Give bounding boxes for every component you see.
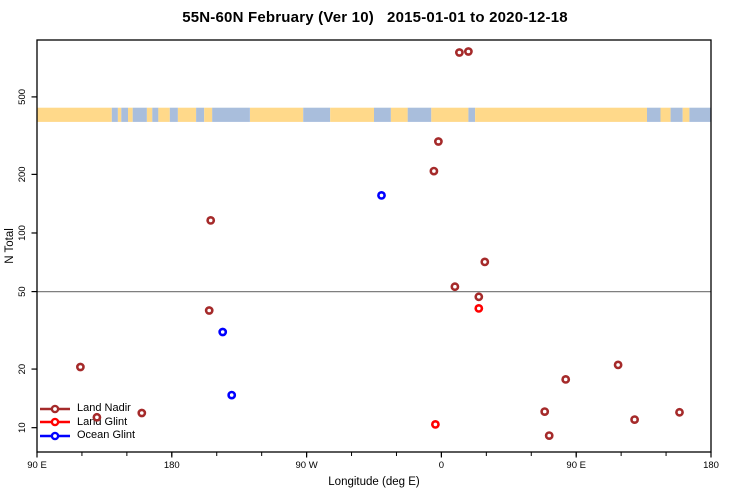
data-point [433,137,443,146]
y-tick-label: 100 [17,225,28,241]
map-strip-segment [117,107,122,122]
data-point [463,47,473,56]
map-strip-segment [196,107,205,122]
data-point [544,431,554,440]
map-strip-segment [212,107,250,122]
y-axis-label: N Total [4,228,16,264]
y-tick-label: 10 [17,422,28,433]
x-tick-label: 180 [164,460,180,471]
map-strip-segment [407,107,432,122]
data-point [206,215,216,225]
map-strip-segment [132,107,147,122]
map-strip-segment [169,107,178,122]
data-point [429,166,439,176]
x-tick-label: 90 W [296,460,318,471]
data-point [561,374,571,384]
data-point [454,48,464,57]
legend-label: Land Glint [77,415,128,428]
map-strip-segment [146,107,153,122]
map-strip-segment [431,107,469,122]
x-tick-label: 90 E [566,460,586,471]
map-strip-segment [128,107,133,122]
chart-title: 55N-60N February (Ver 10) 2015-01-01 to … [182,9,568,26]
legend-item-land-glint: Land Glint [40,416,135,430]
map-strip-segment [660,107,671,122]
map-strip-segment [37,107,112,122]
data-point [474,303,484,313]
legend-label: Land Nadir [77,402,131,415]
x-axis-label: Longitude (deg E) [328,476,420,488]
data-point [630,415,639,424]
data-point [474,292,484,302]
map-strip-segment [111,107,118,122]
data-point [430,419,440,429]
open-circle-line-icon [40,431,70,441]
legend-item-land-nadir: Land Nadir [40,402,135,416]
data-point [377,190,386,200]
map-strip-segment [177,107,197,122]
map-strip-segment [468,107,476,122]
x-tick-label: 0 [439,460,444,471]
legend-item-ocean-glint: Ocean Glint [40,429,135,443]
data-point [76,362,85,372]
map-strip-segment [647,107,661,122]
map-strip-segment [689,107,711,122]
open-circle-line-icon [40,417,70,427]
map-strip-segment [250,107,304,122]
data-point [450,282,460,292]
legend: Land Nadir Land Glint Ocean Glint [40,402,135,443]
map-strip-segment [475,107,647,122]
legend-label: Ocean Glint [77,429,136,442]
y-tick-label: 20 [17,364,28,375]
y-tick-label: 50 [17,286,28,297]
data-point [675,407,684,417]
map-strip-segment [204,107,213,122]
map-strip-segment [303,107,331,122]
data-point [613,360,623,370]
y-tick-label: 500 [17,89,28,105]
map-strip-segment [158,107,170,122]
map-strip-segment [390,107,408,122]
map-strip-segment [152,107,159,122]
x-tick-label: 180 [703,460,719,471]
data-point [137,408,147,418]
open-circle-line-icon [40,404,70,414]
map-strip-segment [670,107,683,122]
data-point [204,306,214,315]
data-point [227,390,237,400]
y-tick-label: 200 [17,166,28,182]
x-tick-label: 90 E [27,460,47,471]
map-strip-segment [330,107,374,122]
data-point [218,327,228,337]
map-strip-segment [682,107,690,122]
map-strip-segment [121,107,128,122]
map-strip-segment [374,107,391,122]
data-point [480,257,490,267]
plot-border [36,39,712,453]
data-point [540,407,550,416]
